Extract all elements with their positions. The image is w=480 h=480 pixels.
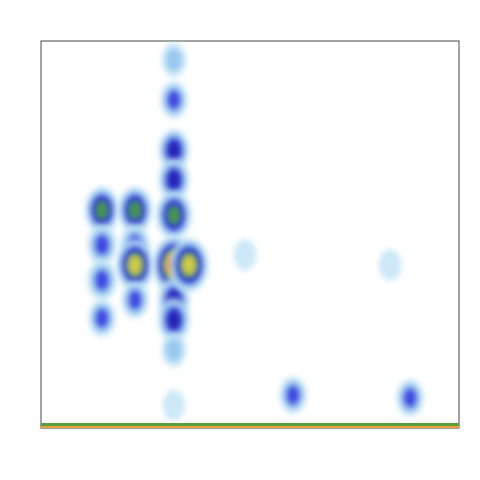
density-level xyxy=(128,255,142,275)
density-blob xyxy=(169,238,209,292)
bottom-band-edge xyxy=(41,426,459,428)
density-level xyxy=(95,200,109,220)
density-blob xyxy=(279,376,307,414)
density-blob xyxy=(87,224,117,266)
density-level xyxy=(162,389,186,421)
density-level xyxy=(233,239,257,271)
density-blob xyxy=(84,186,120,234)
density-blob xyxy=(161,332,187,368)
density-level xyxy=(165,338,183,362)
density-blob xyxy=(156,190,192,240)
density-blob xyxy=(162,389,186,421)
density-blob xyxy=(396,379,424,417)
bottom-band xyxy=(41,423,459,426)
density-blob xyxy=(158,128,190,172)
density-level xyxy=(167,205,181,225)
density-level xyxy=(94,269,110,291)
density-blob xyxy=(233,239,257,271)
density-level xyxy=(165,48,183,72)
density-level xyxy=(166,310,181,331)
density-level xyxy=(128,200,142,220)
density-level xyxy=(167,170,181,190)
density-blob xyxy=(161,42,187,78)
density-blob xyxy=(160,81,188,119)
density-level xyxy=(182,255,196,275)
density-level xyxy=(378,249,402,281)
density-level xyxy=(166,89,182,111)
density-blob xyxy=(121,281,149,319)
density-blob xyxy=(87,259,117,301)
density-blob xyxy=(116,239,155,292)
density-blob xyxy=(157,298,190,343)
density-blob xyxy=(117,186,153,234)
density-blob xyxy=(378,249,402,281)
density-blob xyxy=(158,158,190,202)
density-level xyxy=(127,289,143,311)
density-level xyxy=(402,387,418,409)
density-level xyxy=(167,140,181,160)
density-level xyxy=(94,234,110,256)
heatmap-layer xyxy=(84,42,424,421)
density-level xyxy=(285,384,301,406)
density-level xyxy=(94,307,110,329)
density-blob xyxy=(88,299,116,337)
